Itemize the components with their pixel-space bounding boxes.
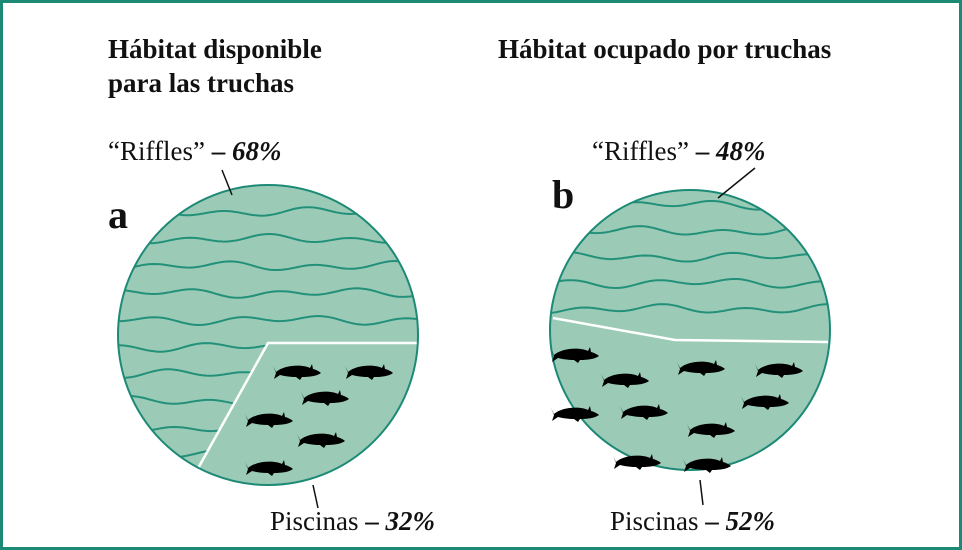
text: – <box>704 506 719 536</box>
panel-letter: b <box>552 172 574 217</box>
riffles-label: “Riffles” – 48% <box>592 136 765 166</box>
text: “Riffles” <box>592 136 689 166</box>
leader-line <box>699 479 704 506</box>
text: Hábitat disponible <box>108 34 322 64</box>
wave <box>118 287 418 299</box>
text: – <box>211 136 226 166</box>
wave <box>118 314 418 327</box>
panel-letter: a <box>108 192 128 237</box>
title: Hábitat ocupado por truchas <box>498 34 831 64</box>
text: para las truchas <box>108 68 294 98</box>
pools-label: Piscinas – 52% <box>610 506 775 536</box>
text: – <box>695 136 710 166</box>
text: “Riffles” <box>108 136 205 166</box>
text: 52% <box>726 506 776 536</box>
pools-label: Piscinas – 32% <box>270 506 435 536</box>
text: 68% <box>232 136 282 166</box>
wave <box>550 278 830 290</box>
leader-line <box>312 484 319 509</box>
text: Piscinas <box>270 506 359 536</box>
text: 48% <box>715 136 766 166</box>
riffles-label: “Riffles” – 68% <box>108 136 281 166</box>
leader-line <box>717 167 756 199</box>
wave <box>118 259 418 272</box>
wave <box>550 225 830 236</box>
title: Hábitat disponible para las truchas <box>108 34 322 98</box>
text: – <box>364 506 379 536</box>
text: Piscinas <box>610 506 699 536</box>
wave <box>550 303 830 315</box>
text: Hábitat ocupado por truchas <box>498 34 831 64</box>
wave <box>118 232 418 245</box>
text: 32% <box>385 506 436 536</box>
leader-line <box>221 169 233 196</box>
wave <box>550 251 830 263</box>
